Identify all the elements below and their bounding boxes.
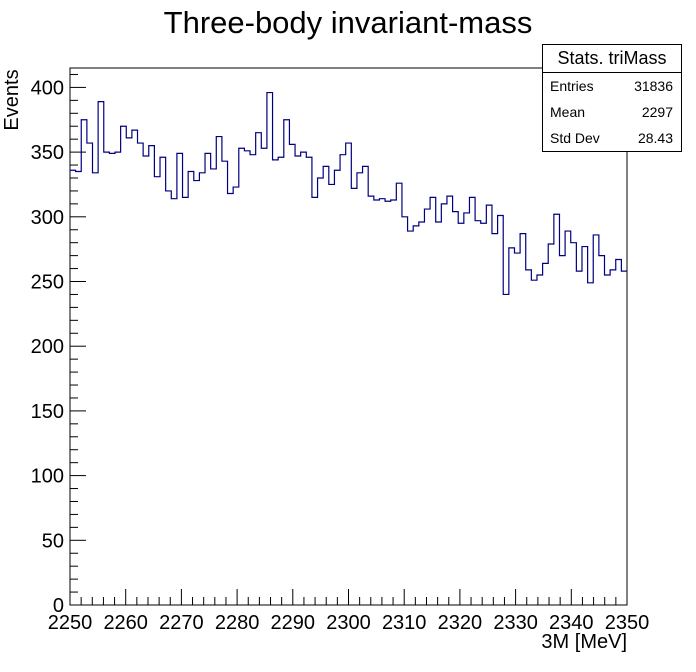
x-tick-label: 2340 [549,612,594,634]
y-axis-label: Events [1,69,23,130]
y-tick-label: 150 [31,401,64,423]
x-tick-label: 2290 [271,612,316,634]
y-tick-label: 250 [31,272,64,294]
y-tick-label: 100 [31,466,64,488]
x-axis-label: 3M [MeV] [541,631,627,653]
x-tick-label: 2320 [438,612,483,634]
stats-row-entries: Entries 31836 [543,73,681,99]
x-tick-label: 2350 [605,612,650,634]
x-axis: 2250 2260 2270 2280 2290 2300 2310 2320 2330 2340… [48,589,650,634]
stats-value: 28.43 [637,130,673,146]
stats-label: Mean [550,104,586,120]
stats-row-mean: Mean 2297 [543,99,681,125]
histogram-line [70,91,627,296]
stats-label: Std Dev [550,130,600,146]
y-tick-label: 200 [31,336,64,358]
chart-title: Three-body invariant-mass [164,5,533,40]
y-tick-label: 350 [31,142,64,164]
stats-title: Stats. triMass [543,45,681,73]
x-tick-label: 2250 [48,612,93,634]
x-tick-label: 2330 [493,612,538,634]
x-tick-label: 2310 [382,612,427,634]
y-tick-label: 300 [31,207,64,229]
y-axis: 0 50 100 150 200 250 300 350 400 [31,73,86,617]
stats-value: 2297 [641,104,673,120]
x-tick-label: 2260 [103,612,148,634]
x-tick-label: 2270 [159,612,204,634]
stats-value: 31836 [634,78,673,94]
y-tick-label: 50 [42,530,64,552]
y-tick-label: 0 [53,595,64,617]
stats-box: Stats. triMass Entries 31836 Mean 2297 S… [542,44,682,152]
stats-label: Entries [550,78,594,94]
x-tick-label: 2300 [326,612,371,634]
y-tick-label: 400 [31,77,64,99]
x-tick-label: 2280 [215,612,260,634]
stats-row-stddev: Std Dev 28.43 [543,125,681,151]
